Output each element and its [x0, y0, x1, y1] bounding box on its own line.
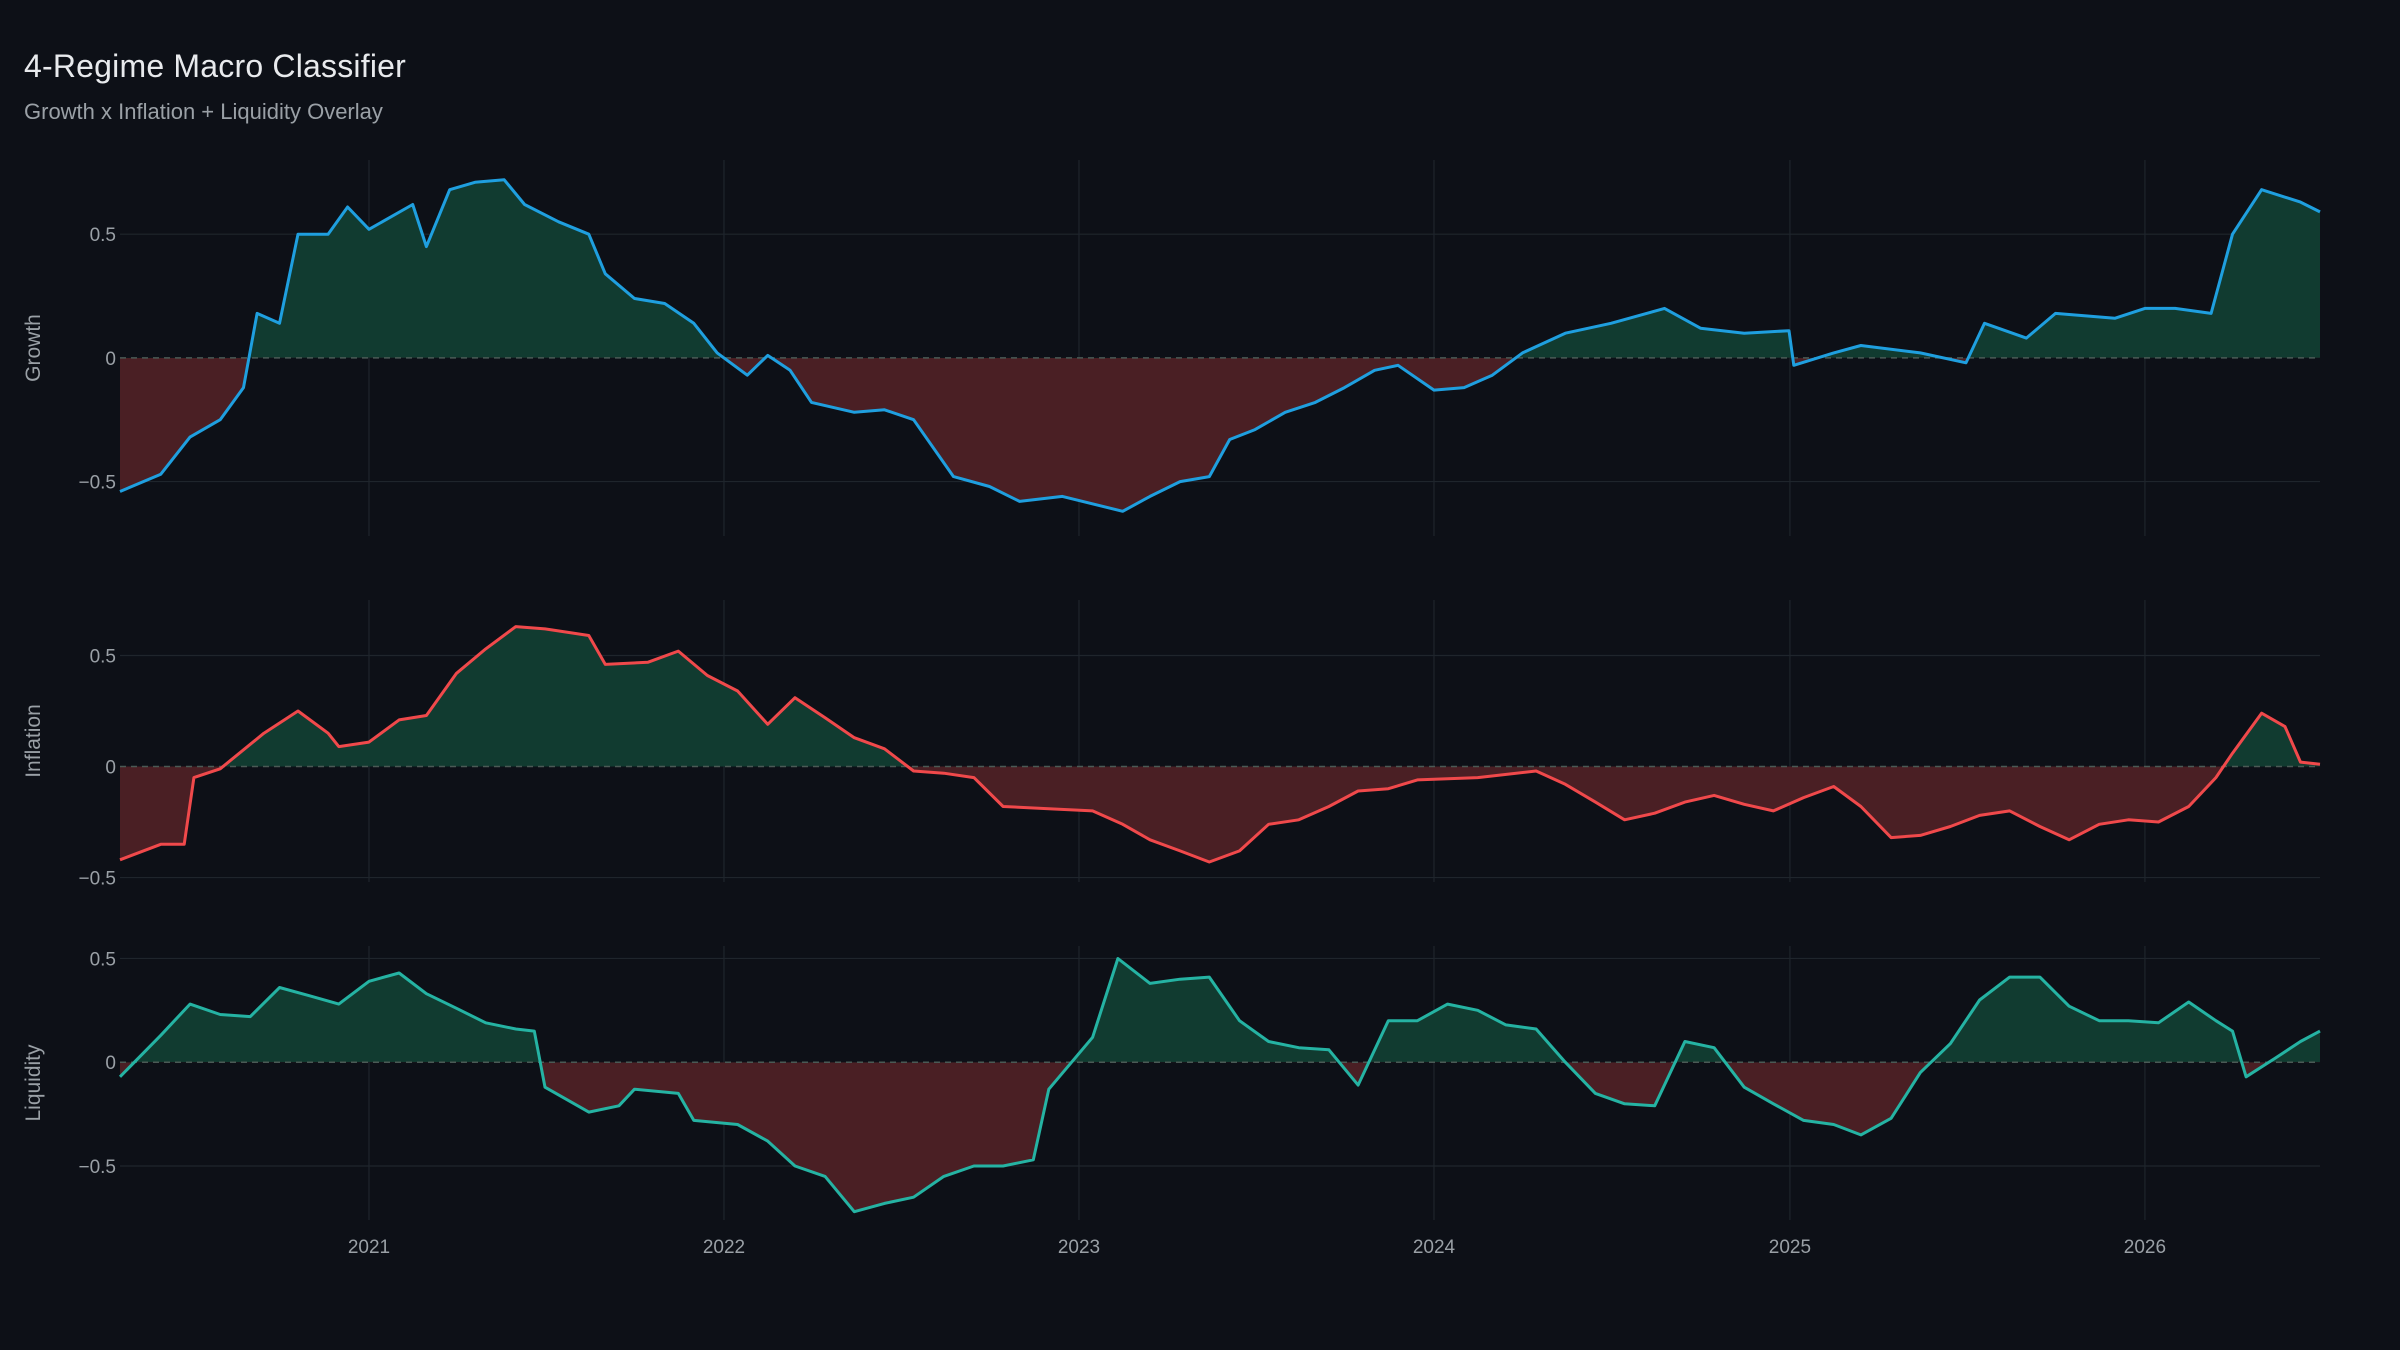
- y-tick-label: 0: [105, 758, 116, 779]
- growth-series-line: [119, 178, 2321, 513]
- inflation-negative-fill: [120, 766, 2224, 862]
- x-tick-label: 2026: [2124, 1237, 2166, 1258]
- y-tick-label: 0: [105, 349, 116, 370]
- growth-positive-fill: [248, 179, 2320, 358]
- x-tick-label: 2023: [1058, 1237, 1100, 1258]
- y-tick-label: 0: [105, 1053, 116, 1074]
- y-tick-label: −0.5: [78, 1157, 116, 1178]
- x-tick-label: 2022: [703, 1237, 745, 1258]
- x-tick-label: 2024: [1413, 1237, 1456, 1258]
- liquidity-positive-fill: [120, 958, 2320, 1063]
- chart-title: 4-Regime Macro Classifier: [24, 48, 406, 84]
- chart-header: 4-Regime Macro Classifier Growth x Infla…: [24, 48, 406, 125]
- inflation-axis-label: Inflation: [22, 704, 45, 778]
- y-tick-label: −0.5: [78, 869, 116, 890]
- growth-axis-label: Growth: [22, 314, 45, 382]
- x-tick-label: 2025: [1769, 1237, 1811, 1258]
- x-tick-label: 2021: [348, 1237, 390, 1258]
- y-tick-label: 0.5: [90, 647, 116, 668]
- growth-negative-fill: [120, 357, 2320, 512]
- y-tick-label: 0.5: [90, 949, 116, 970]
- inflation-positive-fill: [120, 626, 2320, 767]
- inflation-series-line: [119, 625, 2321, 864]
- liquidity-axis-label: Liquidity: [22, 1044, 45, 1122]
- chart-subtitle: Growth x Inflation + Liquidity Overlay: [24, 99, 383, 124]
- y-tick-label: 0.5: [90, 225, 116, 246]
- liquidity-series-line: [118, 957, 2321, 1214]
- y-tick-label: −0.5: [78, 473, 116, 494]
